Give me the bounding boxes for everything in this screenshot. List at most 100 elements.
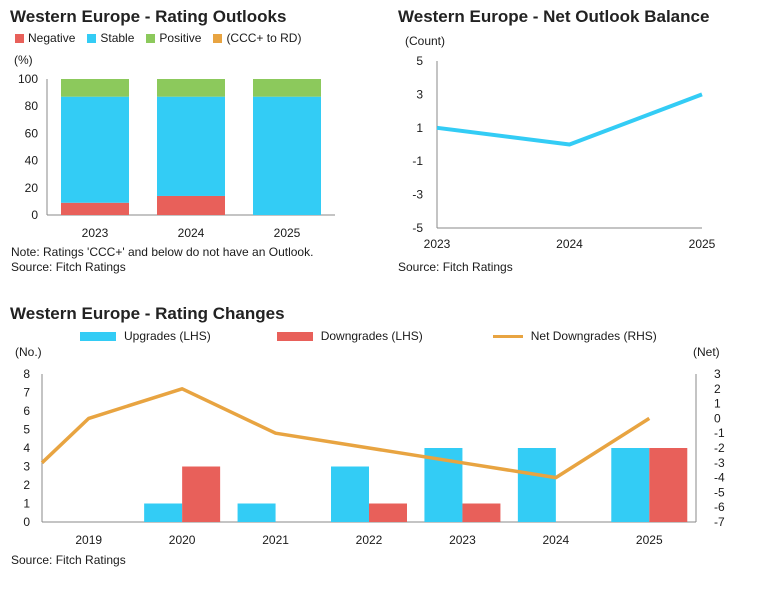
x-tick-label: 2024 [543,533,570,547]
bar-upgrades [331,466,369,522]
bar-upgrades [237,503,276,522]
legend-item-upgrades: Upgrades (LHS) [80,329,211,343]
bar-upgrades [517,448,556,522]
x-tick-label: 2021 [262,533,289,547]
bar-downgrades [369,503,407,522]
legend-label: Upgrades (LHS) [124,329,211,343]
series-line [436,92,703,147]
legend-swatch [146,33,156,43]
changes-unit-left: (No.) [15,345,42,359]
bar-negative [61,202,129,215]
y2-tick-label: -1 [714,426,725,440]
y-tick-label: 5 [416,54,423,68]
y-tick-label: 5 [23,423,30,437]
legend-swatch [276,331,313,341]
y-tick-label: -3 [412,188,423,202]
y-tick-label: 7 [23,386,30,400]
outlooks-unit: (%) [14,53,33,67]
y2-tick-label: -2 [714,441,725,455]
legend-swatch [15,33,24,43]
outlooks-title: Western Europe - Rating Outlooks [10,7,287,26]
y-tick-label: 80 [25,99,39,113]
x-tick-label: 2023 [82,226,109,240]
y-tick-label: 3 [23,460,30,474]
y-tick-label: 2 [23,478,30,492]
y2-tick-label: 2 [714,382,721,396]
legend-item-stable: Stable [87,31,134,45]
balance-title: Western Europe - Net Outlook Balance [398,7,710,26]
bar-upgrades [144,503,183,522]
bar-downgrades [649,448,688,522]
legend-item-positive: Positive [146,31,201,45]
y2-tick-label: 1 [714,397,721,411]
x-tick-label: 2023 [424,237,451,251]
y-tick-label: 4 [23,441,30,455]
bar-downgrades [182,466,221,522]
y2-tick-label: -4 [714,471,725,485]
x-tick-label: 2020 [169,533,196,547]
y2-tick-label: -6 [714,500,725,514]
x-tick-label: 2022 [356,533,383,547]
y-tick-label: 8 [23,367,30,381]
bar-stable [253,96,321,215]
outlooks-source: Source: Fitch Ratings [11,260,126,274]
balance-unit: (Count) [405,34,446,48]
legend-item-negative: Negative [15,31,75,45]
y2-tick-label: 0 [714,411,721,425]
legend-label: Positive [159,31,202,45]
legend-swatch [80,331,116,341]
bar-stable [157,96,225,196]
legend-label: Stable [100,31,135,45]
balance-source: Source: Fitch Ratings [398,260,513,274]
bar-positive [253,79,321,97]
x-tick-label: 2025 [636,533,663,547]
y-tick-label: -1 [412,154,423,168]
legend-label: Downgrades (LHS) [320,329,423,343]
bar-negative [157,195,225,215]
legend-item-net: Net Downgrades (RHS) [492,329,657,343]
x-tick-label: 2024 [178,226,205,240]
y-tick-label: 1 [416,121,423,135]
legend-swatch [87,33,97,43]
y2-tick-label: 3 [714,367,721,381]
y-tick-label: -5 [412,221,423,235]
legend-label: Negative [28,31,76,45]
changes-title: Western Europe - Rating Changes [10,304,285,323]
y-tick-label: 60 [25,126,39,140]
bar-upgrades [611,448,650,522]
legend-swatch [492,334,523,338]
y-tick-label: 0 [23,515,30,529]
x-tick-label: 2019 [75,533,102,547]
x-tick-label: 2023 [449,533,476,547]
y2-tick-label: -3 [714,456,725,470]
outlooks-note: Note: Ratings 'CCC+' and below do not ha… [11,245,314,259]
changes-source: Source: Fitch Ratings [11,553,126,567]
x-tick-label: 2025 [274,226,301,240]
legend-label: (CCC+ to RD) [226,31,302,45]
y-tick-label: 20 [25,181,39,195]
y-tick-label: 0 [31,208,38,222]
bar-positive [157,79,225,97]
x-tick-label: 2025 [689,237,716,251]
bar-downgrades [462,503,501,522]
legend-item-ccc: (CCC+ to RD) [213,31,301,45]
legend-item-downgrades: Downgrades (LHS) [276,329,423,343]
bar-positive [61,79,129,97]
y-tick-label: 1 [23,497,30,511]
x-tick-label: 2024 [556,237,583,251]
y-tick-label: 3 [416,87,423,101]
y-tick-label: 100 [18,72,38,86]
legend-swatch [213,33,223,43]
bar-stable [61,96,129,203]
y-tick-label: 6 [23,404,30,418]
legend-label: Net Downgrades (RHS) [530,329,657,343]
y2-tick-label: -7 [714,515,725,529]
outlooks-legend: Negative Stable Positive (CCC+ to RD) [15,31,313,45]
net-downgrades-line [40,387,651,480]
changes-unit-right: (Net) [693,345,720,359]
y-tick-label: 40 [25,154,39,168]
changes-legend: Upgrades (LHS) Downgrades (LHS) Net Down… [80,329,669,343]
